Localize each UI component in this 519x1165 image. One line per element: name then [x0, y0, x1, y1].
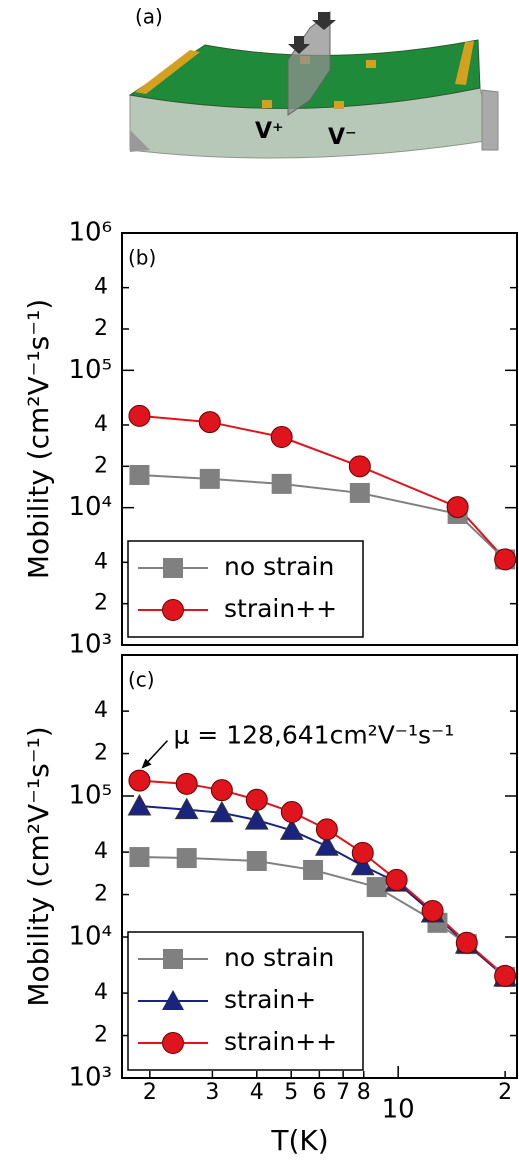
y-tick-label: 4	[94, 549, 108, 574]
marker	[446, 496, 469, 519]
marker	[174, 797, 199, 820]
y-tick-label: 10³	[68, 630, 112, 660]
marker	[199, 468, 220, 489]
legend-marker	[163, 949, 183, 969]
y-tick-label: 4	[94, 275, 108, 300]
x-tick-label: 3	[205, 1080, 219, 1105]
marker	[351, 841, 374, 864]
marker	[494, 964, 517, 987]
y-tick-label: 2	[94, 453, 108, 478]
marker	[198, 411, 221, 434]
marker	[129, 847, 150, 868]
blade	[287, 10, 331, 116]
marker	[385, 868, 408, 891]
contact-pad	[366, 60, 376, 68]
legend-label: strain++	[224, 594, 337, 623]
annotation: μ = 128,641cm²V⁻¹s⁻¹	[173, 721, 454, 750]
force-arrow	[288, 36, 310, 54]
marker	[244, 808, 269, 830]
x-tick-label: 5	[284, 1080, 298, 1105]
y-tick-label: 10⁶	[68, 218, 112, 248]
marker	[246, 850, 267, 871]
annotation-arrowhead	[141, 758, 152, 769]
marker	[315, 818, 338, 841]
y-axis-label: Mobility (cm²V⁻¹s⁻¹)	[22, 726, 55, 1006]
contact-pad	[334, 101, 344, 109]
marker	[127, 793, 152, 816]
marker	[128, 404, 151, 427]
probe-label: V⁻	[328, 125, 357, 150]
marker	[176, 848, 197, 869]
marker	[348, 455, 371, 478]
plot-frame	[121, 232, 518, 646]
probe-label: V⁺	[255, 119, 284, 144]
force-arrow	[312, 12, 336, 30]
legend-label: strain++	[224, 1027, 337, 1056]
panel-label: (b)	[128, 246, 156, 270]
panel-label: (c)	[128, 668, 155, 692]
marker	[303, 859, 324, 880]
y-tick-label: 2	[94, 1023, 108, 1048]
legend-marker	[162, 990, 184, 1010]
marker	[245, 788, 268, 811]
legend-marker	[162, 599, 184, 621]
marker	[350, 853, 375, 876]
marker	[279, 818, 304, 840]
y-tick-label: 2	[94, 591, 108, 616]
y-tick-label: 2	[94, 741, 108, 766]
x-tick-label: 6	[312, 1080, 326, 1105]
x-tick-label: 2	[143, 1080, 157, 1105]
marker	[280, 801, 303, 824]
y-tick-label: 4	[94, 698, 108, 723]
y-tick-label: 2	[94, 882, 108, 907]
y-tick-label: 10⁴	[68, 492, 112, 522]
legend-box	[127, 540, 364, 638]
y-tick-label: 4	[94, 980, 108, 1005]
legend-label: no strain	[224, 943, 334, 972]
x-tick-label: 7	[336, 1080, 350, 1105]
panel-a-illustration: (a) V⁺ V⁻	[128, 5, 499, 159]
support	[481, 89, 499, 151]
x-tick-label: 4	[250, 1080, 264, 1105]
y-tick-label: 10⁵	[68, 781, 112, 811]
marker	[175, 772, 198, 795]
marker	[270, 426, 293, 449]
contact-pad	[135, 50, 200, 94]
marker	[129, 464, 150, 485]
legend-label: strain+	[224, 985, 316, 1014]
marker	[421, 899, 444, 922]
marker	[210, 800, 234, 823]
marker	[210, 779, 233, 802]
x-tick-label: 2	[498, 1080, 512, 1105]
legend-label: no strain	[224, 552, 334, 581]
marker	[315, 834, 339, 856]
marker	[271, 473, 292, 494]
y-tick-label: 10³	[68, 1063, 112, 1093]
y-tick-label: 2	[94, 316, 108, 341]
marker	[366, 877, 387, 898]
y-tick-label: 4	[94, 839, 108, 864]
contact-pad	[455, 41, 474, 85]
y-tick-label: 4	[94, 412, 108, 437]
legend-marker	[162, 1032, 184, 1054]
panel-label: (a)	[135, 5, 163, 29]
x-tick-label: 10	[382, 1095, 415, 1125]
marker	[494, 548, 517, 571]
marker	[128, 769, 151, 792]
support	[130, 130, 150, 152]
y-tick-label: 10⁴	[68, 922, 112, 952]
y-axis-label: Mobility (cm²V⁻¹s⁻¹)	[22, 299, 55, 579]
y-tick-label: 10⁵	[68, 355, 112, 385]
legend-marker	[163, 558, 183, 578]
contact-pad	[262, 100, 272, 108]
marker	[349, 482, 370, 503]
x-axis-label: T(K)	[270, 1124, 328, 1157]
x-tick-label: 8	[357, 1080, 371, 1105]
marker	[455, 931, 478, 954]
